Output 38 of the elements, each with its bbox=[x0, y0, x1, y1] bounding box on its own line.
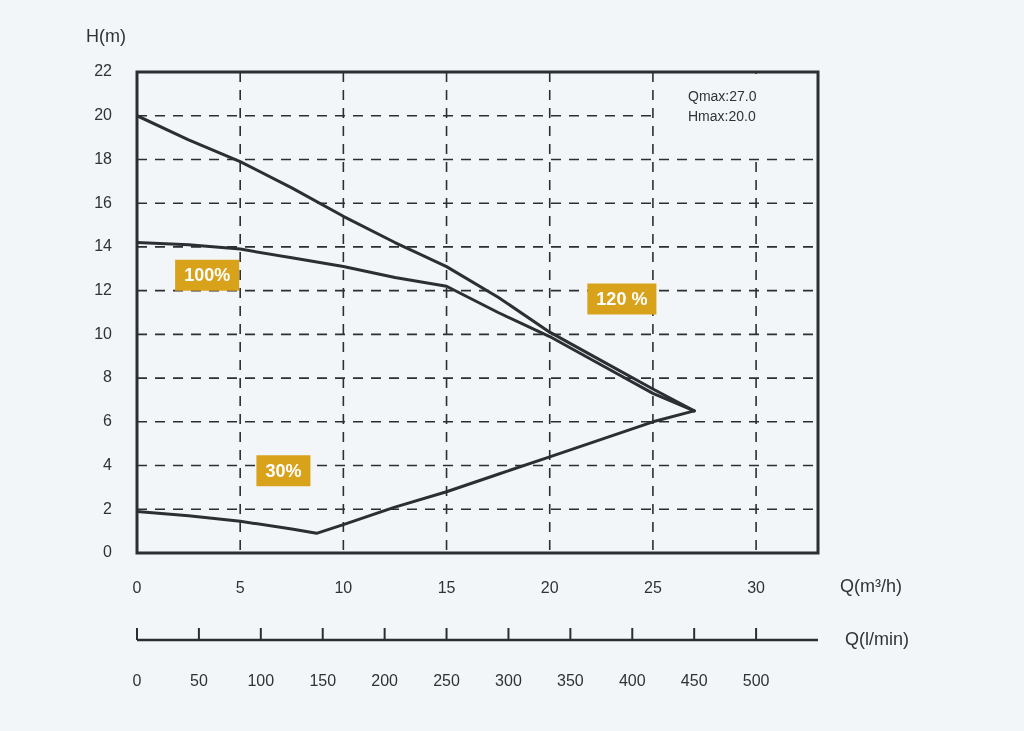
x-tick-label: 20 bbox=[540, 579, 559, 597]
y-tick-label: 6 bbox=[103, 412, 113, 430]
y-tick-label: 18 bbox=[94, 149, 113, 167]
y-tick-label: 2 bbox=[103, 499, 113, 517]
x2-tick-label: 250 bbox=[433, 672, 460, 690]
x-tick-label: 25 bbox=[644, 579, 662, 597]
x2-tick-label: 450 bbox=[680, 672, 708, 690]
series-label: 100% bbox=[184, 265, 231, 286]
x-tick-label: 30 bbox=[747, 579, 766, 597]
x2-tick-label: 500 bbox=[742, 672, 770, 690]
y-tick-label: 8 bbox=[103, 368, 113, 386]
y-tick-label: 0 bbox=[103, 543, 113, 561]
y-tick-label: 4 bbox=[103, 455, 113, 473]
y-tick-label: 22 bbox=[94, 62, 113, 80]
x2-tick-label: 350 bbox=[557, 672, 584, 690]
x-tick-label: 5 bbox=[235, 579, 245, 597]
x2-tick-label: 400 bbox=[618, 672, 646, 690]
y-tick-label: 16 bbox=[94, 193, 113, 211]
x-tick-label: 0 bbox=[132, 579, 142, 597]
x-axis-title: Q(m³/h) bbox=[840, 575, 902, 596]
x2-axis-title: Q(l/min) bbox=[845, 628, 909, 649]
y-tick-label: 12 bbox=[94, 281, 113, 299]
x2-tick-label: 200 bbox=[371, 672, 399, 690]
x-tick-label: 15 bbox=[437, 579, 456, 597]
annotation: Qmax:27.0 bbox=[688, 87, 757, 104]
y-axis-title: H(m) bbox=[86, 25, 126, 46]
x2-tick-label: 300 bbox=[495, 672, 522, 690]
x2-tick-label: 50 bbox=[190, 672, 208, 690]
annotation: Hmax:20.0 bbox=[688, 107, 756, 124]
y-tick-label: 14 bbox=[94, 237, 113, 255]
text: 30% bbox=[265, 460, 302, 481]
text: 120 % bbox=[596, 288, 648, 309]
x-tick-label: 10 bbox=[334, 579, 353, 597]
y-tick-label: 10 bbox=[94, 324, 113, 342]
x2-tick-label: 150 bbox=[309, 672, 337, 690]
x2-tick-label: 100 bbox=[247, 672, 275, 690]
x2-tick-label: 0 bbox=[132, 672, 142, 690]
y-tick-label: 20 bbox=[94, 106, 113, 124]
